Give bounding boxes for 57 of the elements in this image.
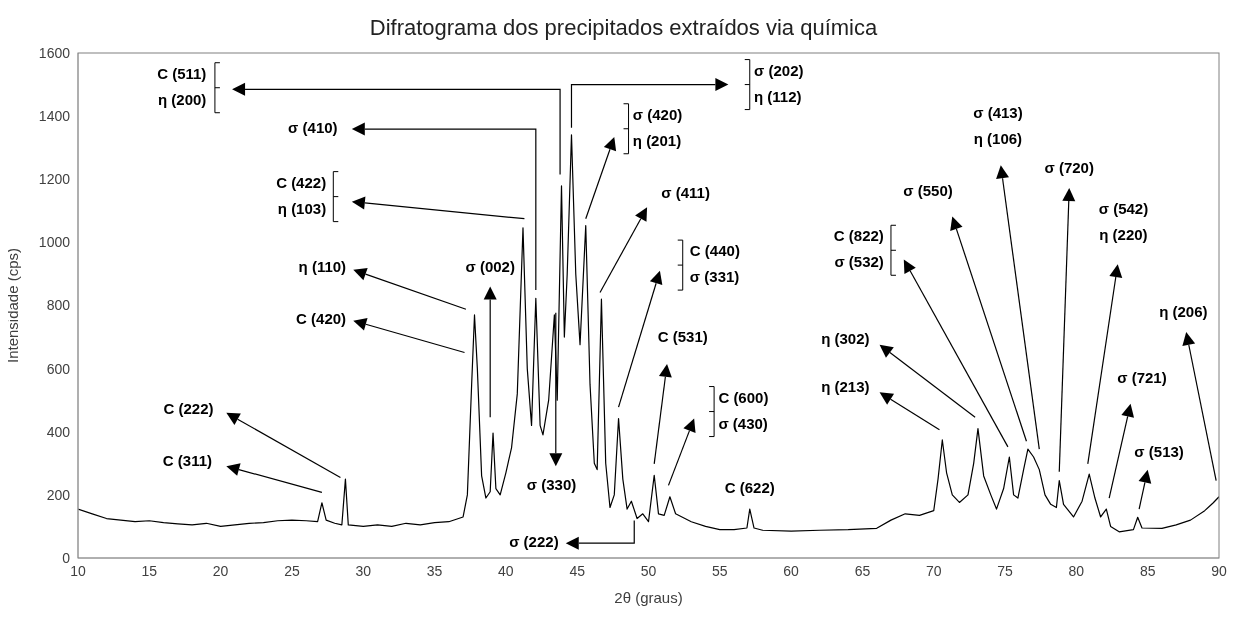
annotation: σ (410) [288,119,338,137]
y-tick-label: 1000 [38,234,71,251]
annotation: C (311) [162,451,213,469]
y-tick-label: 400 [46,423,71,440]
annotation: C (600) σ (430) [718,388,769,432]
line-series [78,134,1219,533]
x-axis-title: 2θ (graus) [614,589,683,606]
annotation: C (422) η (103) [276,173,327,217]
y-tick-label: 1600 [38,44,71,61]
x-tick-label: 50 [640,562,657,579]
x-tick-label: 80 [1068,562,1085,579]
annotation: σ (413) η (106) [973,104,1023,148]
annotation: C (622) [724,478,775,496]
annotation: C (511) η (200) [157,64,207,108]
annotation: σ (202) η (112) [754,61,804,105]
x-tick-label: 25 [284,562,300,579]
chart-title: Difratograma dos precipitados extraídos via química [369,15,878,40]
x-tick-label: 20 [212,562,229,579]
annotation: σ (002) [465,257,515,275]
x-tick-label: 55 [712,562,728,579]
x-tick-label: 65 [854,562,871,579]
x-tick-label: 15 [141,562,158,579]
annotation: σ (330) [526,476,577,494]
x-tick-label: 60 [783,562,800,579]
x-tick-label: 30 [355,562,372,579]
annotation: σ (542) η (220) [1098,200,1149,244]
annotation: η (110) [298,257,347,275]
annotation: σ (550) [903,181,953,199]
y-axis-title: Intensidade (cps) [4,247,22,364]
annotation: σ (721) [1117,368,1167,386]
annotation: η (206) [1159,302,1208,320]
x-tick-label: 45 [569,562,586,579]
x-tick-label: 35 [426,562,443,579]
annotation: σ (720) [1044,158,1094,176]
x-tick-label: 75 [997,562,1014,579]
x-tick-label: 40 [498,562,514,579]
y-tick-label: 600 [46,360,71,377]
x-tick-label: 10 [70,562,86,579]
annotation: C (420) [296,309,347,327]
annotation: σ (420) η (201) [632,105,683,149]
y-tick-label: 1400 [38,108,71,125]
y-tick-label: 800 [46,297,71,314]
y-tick-label: 1200 [38,171,71,188]
x-tick-label: 90 [1211,562,1227,579]
annotation: C (222) [163,399,214,417]
annotation: η (213) [821,377,870,395]
annotation: σ (513) [1134,442,1184,460]
annotation: σ (222) [509,533,559,551]
annotation: η (302) [821,330,870,348]
annotation: C (440) σ (331) [689,242,740,286]
y-tick-label: 200 [46,486,71,503]
annotation: σ (411) [661,183,710,201]
x-tick-label: 85 [1139,562,1156,579]
x-tick-label: 70 [925,562,942,579]
annotation: C (531) [657,327,708,345]
annotation: C (822) σ (532) [833,227,884,271]
y-tick-label: 0 [62,549,71,566]
